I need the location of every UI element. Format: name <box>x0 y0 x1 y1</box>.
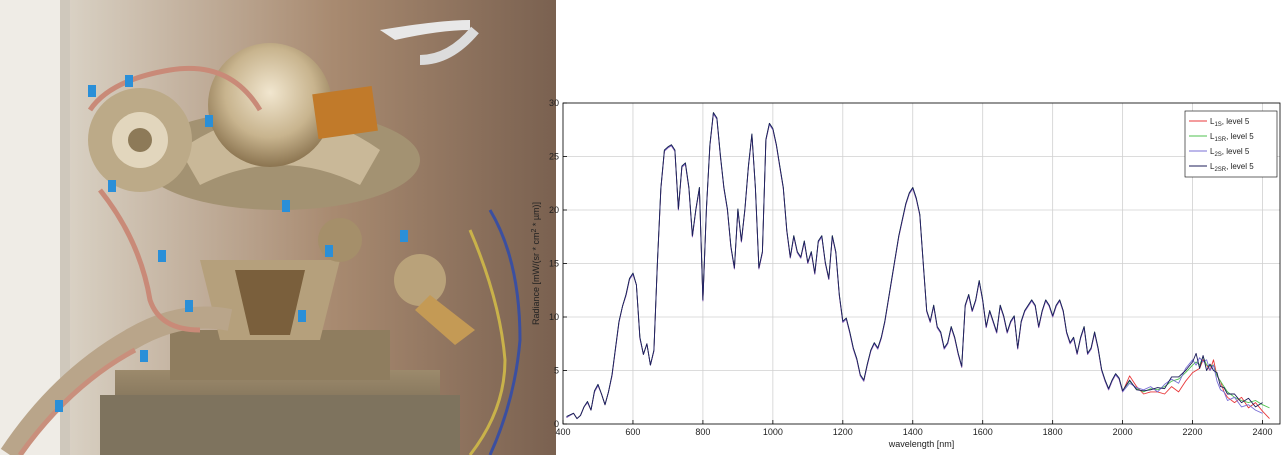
x-tick-label: 2400 <box>1252 427 1272 437</box>
instrument-photo <box>0 0 556 455</box>
legend-entry: L2S, level 5 <box>1210 147 1250 158</box>
x-tick-label: 2200 <box>1183 427 1203 437</box>
legend-entry: L2SR, level 5 <box>1210 162 1254 173</box>
y-tick-label: 25 <box>549 152 559 162</box>
y-tick-label: 30 <box>549 98 559 108</box>
y-axis-label: Radiance [mW/(sr * cm2 * µm)] <box>531 202 541 325</box>
y-tick-label: 20 <box>549 205 559 215</box>
series-line <box>566 112 1263 420</box>
y-tick-label: 15 <box>549 259 559 269</box>
radiance-chart: 400 600 800 1000 1200 1400 1600 1800 2000 2200 240… <box>531 98 1281 449</box>
series-line <box>566 113 1270 420</box>
x-tick-label: 800 <box>695 427 710 437</box>
y-tick-label: 0 <box>554 419 559 429</box>
legend: L1S, level 5 L1SR, level 5 L2S, level 5 L2S… <box>1184 110 1278 178</box>
x-tick-label: 600 <box>625 427 640 437</box>
series-line <box>566 113 1263 420</box>
x-axis-label: wavelength [nm] <box>888 439 955 449</box>
x-tick-label: 2000 <box>1113 427 1133 437</box>
x-tick-label: 1800 <box>1043 427 1063 437</box>
y-tick-label: 5 <box>554 366 559 376</box>
series-lines <box>566 112 1270 420</box>
grid <box>562 102 1280 425</box>
series-line <box>566 112 1270 420</box>
legend-entry: L1SR, level 5 <box>1210 132 1254 143</box>
x-tick-label: 1200 <box>833 427 853 437</box>
x-tick-label: 1000 <box>763 427 783 437</box>
x-tick-label: 1600 <box>973 427 993 437</box>
y-tick-label: 10 <box>549 312 559 322</box>
y-axis-ticks: 0 5 10 15 20 25 30 <box>549 98 567 429</box>
x-axis-ticks: 400 600 800 1000 1200 1400 1600 1800 2000 2200 240… <box>555 420 1273 437</box>
legend-entry: L1S, level 5 <box>1210 117 1250 128</box>
x-tick-label: 400 <box>555 427 570 437</box>
x-tick-label: 1400 <box>903 427 923 437</box>
